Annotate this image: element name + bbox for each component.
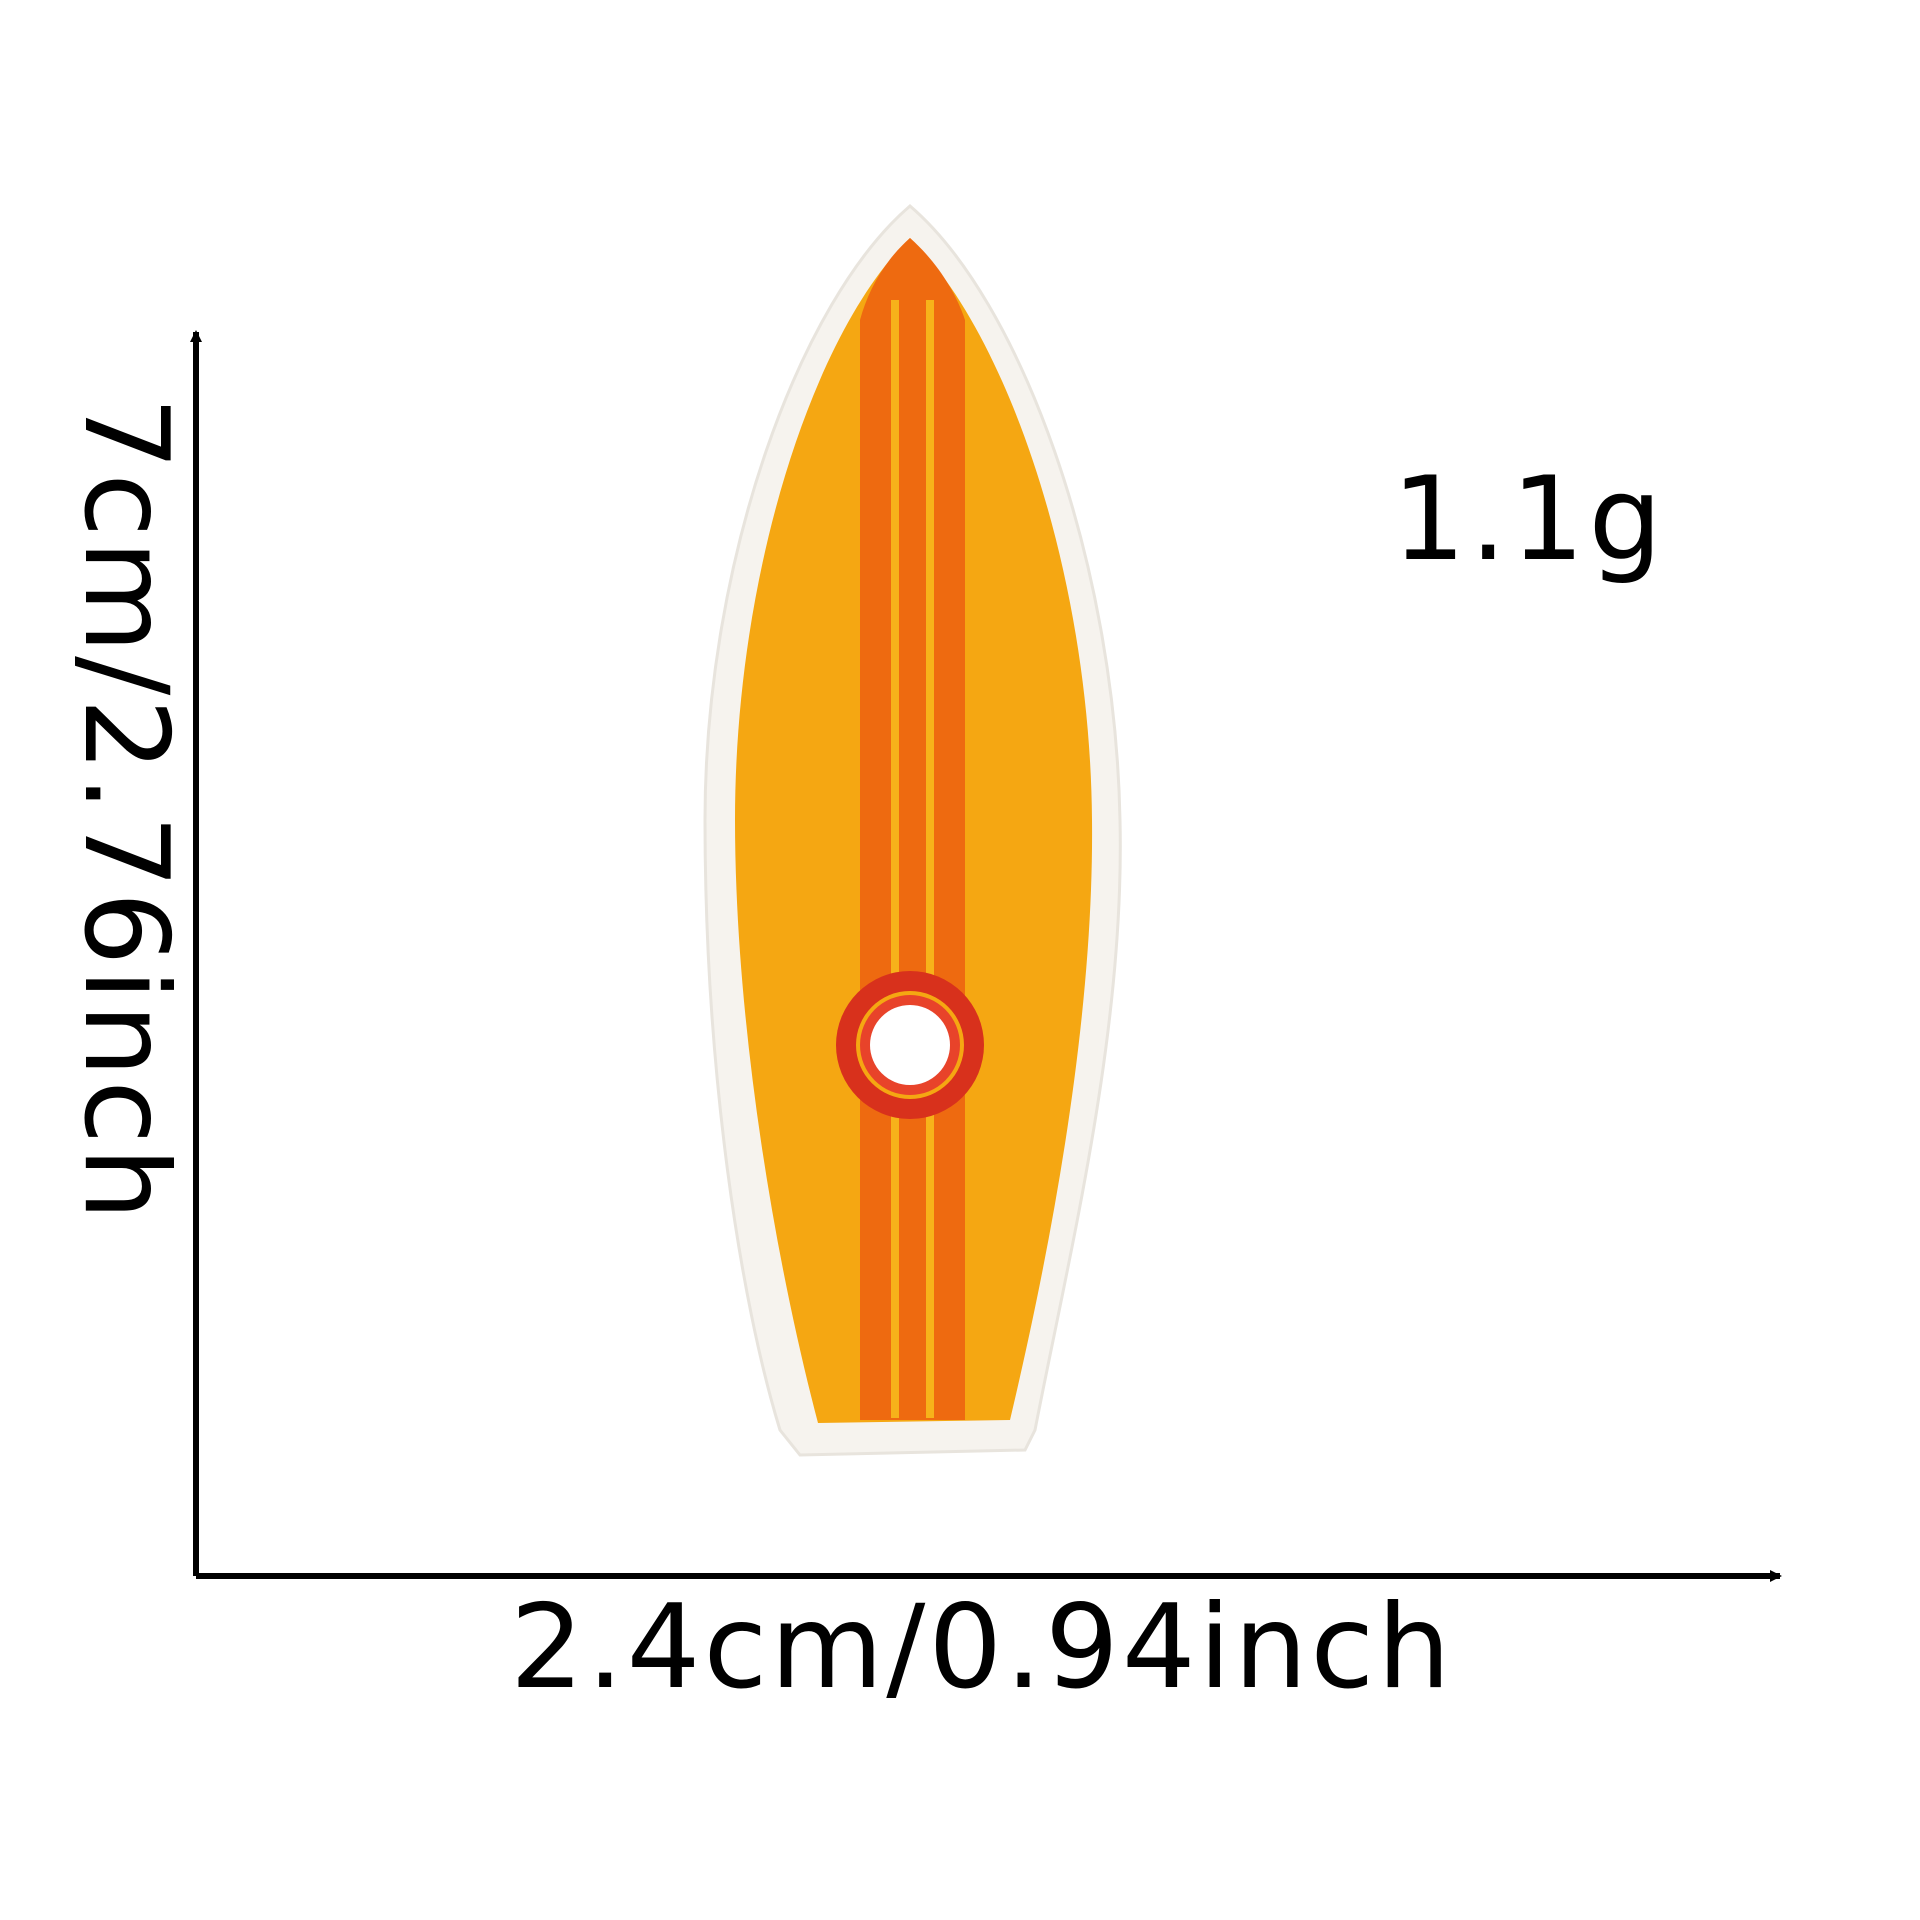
surfboard-patch-icon xyxy=(703,204,1122,1457)
board-center-dot xyxy=(870,1005,950,1085)
height-dimension-label: 7cm/2.76inch xyxy=(58,396,193,1224)
weight-label: 1.1g xyxy=(1392,452,1667,587)
width-dimension-label: 2.4cm/0.94inch xyxy=(510,1580,1454,1715)
board-stripe-center xyxy=(860,238,965,1420)
